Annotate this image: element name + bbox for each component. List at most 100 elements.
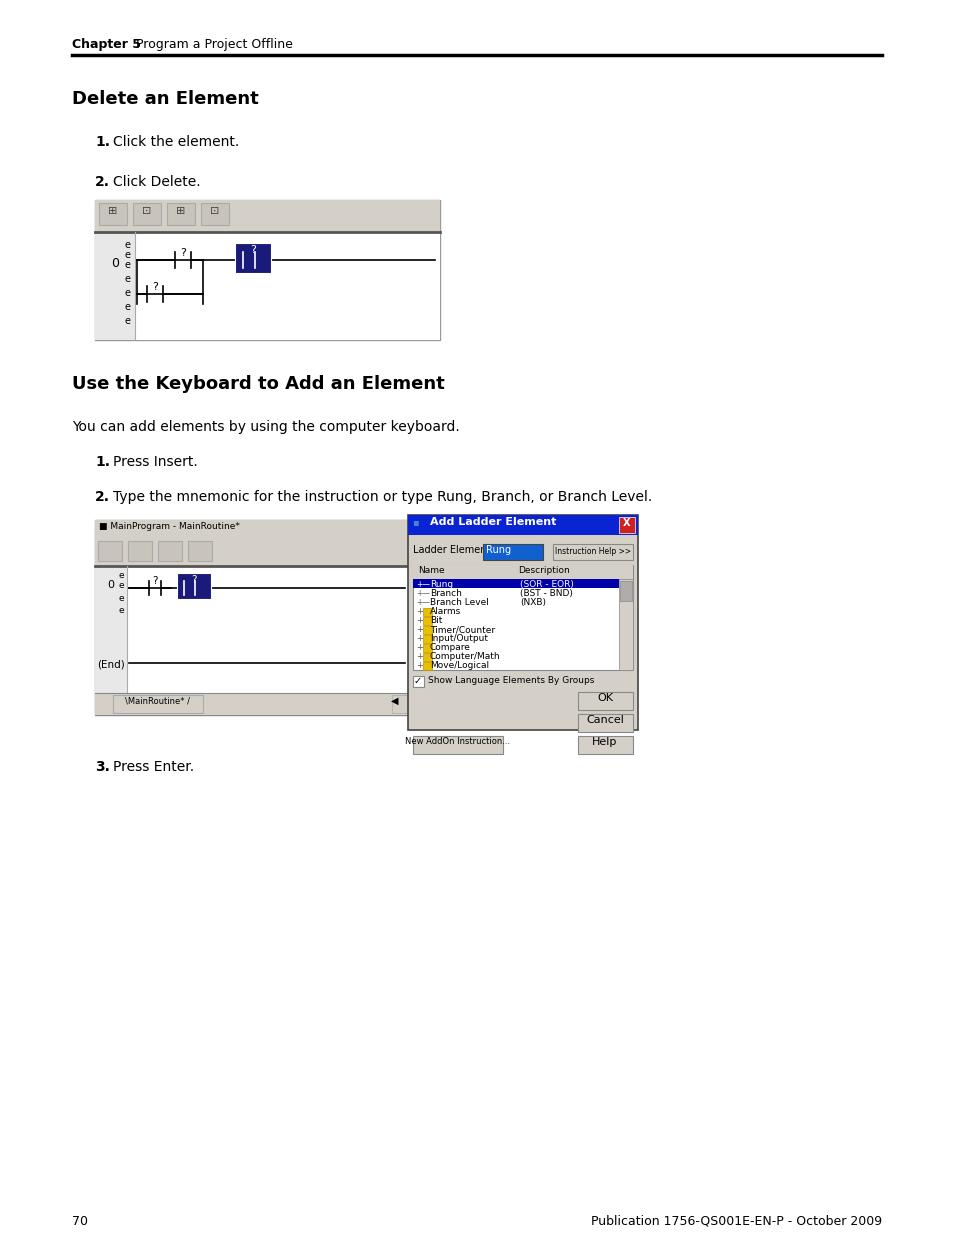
Text: e: e bbox=[125, 316, 131, 326]
Text: \MainRoutine* /: \MainRoutine* / bbox=[126, 697, 191, 705]
Text: 70: 70 bbox=[71, 1215, 88, 1228]
Text: Cancel: Cancel bbox=[585, 715, 623, 725]
Bar bbox=[95, 200, 439, 340]
Bar bbox=[158, 541, 182, 561]
Bar bbox=[128, 541, 152, 561]
Bar bbox=[413, 579, 618, 588]
Text: Alarms: Alarms bbox=[430, 606, 460, 616]
Bar bbox=[112, 695, 203, 713]
Bar bbox=[127, 566, 410, 693]
Text: ?: ? bbox=[152, 576, 157, 585]
Text: Type the mnemonic for the instruction or type Rung, Branch, or Branch Level.: Type the mnemonic for the instruction or… bbox=[112, 490, 652, 504]
Bar bbox=[553, 543, 633, 559]
Text: ⊡: ⊡ bbox=[210, 206, 219, 216]
Text: New AddOn Instruction...: New AddOn Instruction... bbox=[405, 737, 510, 746]
Bar bbox=[408, 515, 638, 535]
Text: ⊞: ⊞ bbox=[109, 206, 117, 216]
Text: Computer/Math: Computer/Math bbox=[430, 652, 500, 661]
Text: ◀: ◀ bbox=[391, 697, 398, 706]
Text: 0: 0 bbox=[108, 580, 114, 590]
Text: ■ MainProgram - MainRoutine*: ■ MainProgram - MainRoutine* bbox=[99, 522, 239, 531]
Bar bbox=[422, 635, 432, 643]
Text: ?: ? bbox=[180, 248, 186, 258]
Bar bbox=[422, 643, 432, 652]
Bar bbox=[422, 608, 432, 616]
Bar bbox=[201, 203, 229, 225]
Text: e: e bbox=[118, 606, 124, 615]
Text: ▪: ▪ bbox=[412, 517, 418, 527]
Text: Program a Project Offline: Program a Project Offline bbox=[124, 38, 293, 51]
Text: (End): (End) bbox=[97, 659, 125, 669]
Text: +: + bbox=[416, 643, 422, 652]
Text: Press Insert.: Press Insert. bbox=[112, 454, 197, 469]
Bar bbox=[167, 203, 194, 225]
Text: (SOR - EOR): (SOR - EOR) bbox=[519, 580, 574, 589]
Text: e: e bbox=[118, 580, 124, 590]
Bar bbox=[95, 520, 410, 538]
Bar bbox=[413, 564, 633, 671]
Text: +—: +— bbox=[416, 589, 430, 598]
Text: ⊡: ⊡ bbox=[142, 206, 152, 216]
Text: Publication 1756-QS001E-EN-P - October 2009: Publication 1756-QS001E-EN-P - October 2… bbox=[590, 1215, 882, 1228]
Bar bbox=[188, 541, 212, 561]
Text: X: X bbox=[622, 517, 630, 529]
Text: e: e bbox=[125, 249, 131, 261]
Text: ?: ? bbox=[250, 245, 255, 254]
Text: e: e bbox=[118, 571, 124, 580]
Text: e: e bbox=[118, 594, 124, 603]
Text: +: + bbox=[416, 606, 422, 616]
Text: +: + bbox=[416, 625, 422, 634]
Text: Rung: Rung bbox=[485, 545, 511, 555]
Text: ?: ? bbox=[152, 282, 158, 291]
Text: Chapter 5: Chapter 5 bbox=[71, 38, 141, 51]
Bar bbox=[482, 543, 542, 559]
Text: 1.: 1. bbox=[95, 454, 110, 469]
Text: 1.: 1. bbox=[95, 135, 110, 149]
Text: Input/Output: Input/Output bbox=[430, 634, 488, 643]
Text: +: + bbox=[416, 634, 422, 643]
Bar bbox=[95, 693, 410, 715]
Bar bbox=[95, 200, 439, 232]
Bar bbox=[177, 573, 211, 599]
Text: Ladder Element:: Ladder Element: bbox=[413, 545, 493, 555]
Text: Name: Name bbox=[417, 566, 444, 576]
Text: Delete an Element: Delete an Element bbox=[71, 90, 258, 107]
Text: +: + bbox=[416, 661, 422, 671]
Bar bbox=[132, 203, 161, 225]
Bar bbox=[578, 692, 633, 710]
Bar bbox=[618, 579, 633, 671]
Text: Instruction Help >>: Instruction Help >> bbox=[555, 547, 630, 556]
Text: e: e bbox=[125, 261, 131, 270]
Text: Description: Description bbox=[517, 566, 569, 576]
Text: Show Language Elements By Groups: Show Language Elements By Groups bbox=[428, 676, 594, 685]
Text: Add Ladder Element: Add Ladder Element bbox=[430, 517, 556, 527]
Text: 2.: 2. bbox=[95, 175, 110, 189]
Bar bbox=[234, 243, 271, 273]
Text: Rung: Rung bbox=[430, 580, 453, 589]
Bar bbox=[578, 714, 633, 732]
Bar bbox=[392, 695, 408, 713]
Text: Press Enter.: Press Enter. bbox=[112, 760, 193, 774]
Text: Click the element.: Click the element. bbox=[112, 135, 239, 149]
Text: 3.: 3. bbox=[95, 760, 110, 774]
Bar bbox=[413, 564, 633, 579]
Bar bbox=[95, 232, 135, 340]
Bar bbox=[95, 538, 410, 566]
Text: You can add elements by using the computer keyboard.: You can add elements by using the comput… bbox=[71, 420, 459, 433]
Text: +: + bbox=[416, 616, 422, 625]
Bar bbox=[422, 662, 432, 671]
Text: 0: 0 bbox=[111, 257, 119, 270]
Text: Timer/Counter: Timer/Counter bbox=[430, 625, 495, 634]
Text: +—: +— bbox=[416, 598, 430, 606]
Text: (NXB): (NXB) bbox=[519, 598, 545, 606]
Text: +: + bbox=[416, 652, 422, 661]
Text: e: e bbox=[125, 240, 131, 249]
Text: +—: +— bbox=[416, 580, 430, 589]
Text: e: e bbox=[125, 303, 131, 312]
Text: e: e bbox=[125, 274, 131, 284]
Text: Click Delete.: Click Delete. bbox=[112, 175, 200, 189]
Text: Bit: Bit bbox=[430, 616, 442, 625]
Text: Move/Logical: Move/Logical bbox=[430, 661, 489, 671]
Bar bbox=[95, 566, 127, 693]
Text: Help: Help bbox=[592, 737, 617, 747]
